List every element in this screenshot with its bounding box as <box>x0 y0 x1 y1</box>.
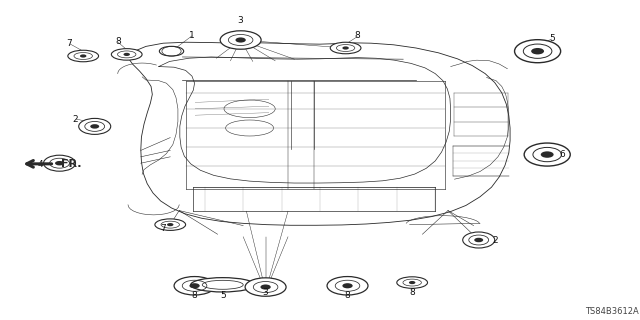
Ellipse shape <box>174 276 215 295</box>
Text: 3: 3 <box>238 16 243 25</box>
Text: FR.: FR. <box>61 159 81 169</box>
Text: 8: 8 <box>410 288 415 297</box>
Text: 7: 7 <box>67 39 72 48</box>
Text: 2: 2 <box>493 236 498 245</box>
Circle shape <box>463 232 495 248</box>
Text: 7: 7 <box>161 224 166 233</box>
Circle shape <box>541 151 554 158</box>
Text: 8: 8 <box>116 37 121 46</box>
Text: 2: 2 <box>73 115 78 124</box>
Ellipse shape <box>111 49 142 60</box>
Ellipse shape <box>159 46 184 56</box>
Text: TS84B3612A: TS84B3612A <box>585 307 639 316</box>
Ellipse shape <box>191 278 255 292</box>
Text: 5: 5 <box>549 34 554 43</box>
Text: 1: 1 <box>189 31 195 40</box>
Circle shape <box>44 155 76 171</box>
Circle shape <box>531 48 544 54</box>
Text: 6: 6 <box>559 150 564 159</box>
Circle shape <box>55 161 64 165</box>
Circle shape <box>524 143 570 166</box>
Ellipse shape <box>397 277 428 288</box>
Circle shape <box>80 54 86 58</box>
Ellipse shape <box>330 42 361 54</box>
Ellipse shape <box>327 276 368 295</box>
Text: 3: 3 <box>263 288 268 297</box>
Circle shape <box>342 283 353 288</box>
Text: 8: 8 <box>355 31 360 40</box>
Circle shape <box>79 118 111 134</box>
Circle shape <box>189 283 200 288</box>
Ellipse shape <box>68 50 99 62</box>
Circle shape <box>260 284 271 290</box>
Text: 4: 4 <box>38 160 43 169</box>
Circle shape <box>515 40 561 63</box>
Circle shape <box>167 223 173 226</box>
Text: 5: 5 <box>220 291 225 300</box>
Circle shape <box>236 37 246 43</box>
Ellipse shape <box>245 278 286 296</box>
Circle shape <box>90 124 99 129</box>
Text: 8: 8 <box>345 291 350 300</box>
Text: 8: 8 <box>192 291 197 300</box>
Circle shape <box>409 281 415 284</box>
Circle shape <box>124 53 130 56</box>
Circle shape <box>474 238 483 242</box>
Ellipse shape <box>220 31 261 49</box>
Ellipse shape <box>155 219 186 230</box>
Circle shape <box>342 46 349 50</box>
